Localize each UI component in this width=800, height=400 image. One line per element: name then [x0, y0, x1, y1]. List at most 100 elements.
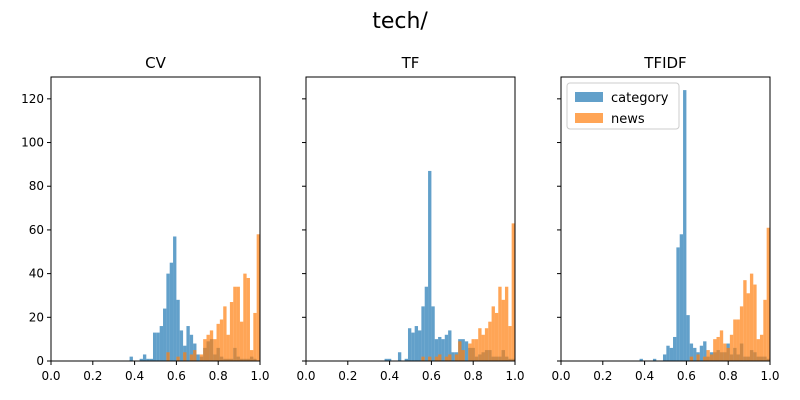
bar-news — [719, 330, 724, 361]
bar-news — [756, 339, 760, 361]
bar-category — [129, 356, 133, 361]
bar-news — [504, 286, 509, 361]
bar-category — [384, 358, 388, 361]
panel-title: CV — [145, 54, 166, 72]
bar-category — [461, 339, 465, 361]
bar-news — [454, 354, 459, 361]
bar-news — [223, 306, 227, 361]
bar-news — [253, 312, 257, 361]
bar-news — [236, 286, 240, 361]
bar-news — [458, 341, 462, 361]
bar-category — [464, 341, 469, 361]
bar-category — [169, 262, 174, 361]
bar-category — [196, 354, 200, 361]
bar-category — [444, 334, 449, 361]
bar-news — [189, 354, 194, 361]
bar-news — [766, 227, 770, 361]
legend-swatch-category — [575, 92, 603, 102]
bar-news — [474, 339, 479, 361]
legend: category news — [566, 82, 680, 130]
bar-news — [709, 354, 714, 361]
panel-tf: 0.0 0.2 0.4 0.6 0.8 1.0 TF — [296, 54, 524, 383]
y-tick-label: 40 — [29, 267, 44, 281]
bar-category — [142, 354, 147, 361]
y-tick-label: 0 — [36, 354, 44, 368]
y-tick-label: 80 — [29, 179, 44, 193]
bar-category — [639, 358, 643, 361]
bar-category — [689, 343, 694, 361]
legend-label-news: news — [611, 112, 645, 127]
bar-category — [159, 326, 164, 361]
bar-news — [508, 326, 512, 361]
bar-category — [404, 358, 408, 361]
x-tick-label: 0.4 — [635, 369, 654, 383]
bar-news — [468, 343, 472, 361]
bar-category — [679, 234, 684, 361]
bar-category — [152, 332, 157, 361]
bar-news — [421, 356, 425, 361]
x-tick-label: 0.8 — [719, 369, 738, 383]
bar-news — [216, 323, 220, 361]
bar-news — [481, 334, 485, 361]
bar-news — [729, 334, 734, 361]
x-tick-label: 1.0 — [760, 369, 779, 383]
bar-news — [703, 356, 707, 361]
bar-category — [139, 358, 143, 361]
axes-frame — [560, 76, 771, 362]
bar-category — [666, 345, 670, 361]
bar-category — [411, 332, 415, 361]
bar-news — [488, 321, 492, 361]
bar-news — [743, 280, 747, 361]
bar-news — [219, 319, 224, 361]
x-tick-label: 0.2 — [593, 369, 612, 383]
bar-news — [739, 306, 744, 361]
legend-label-category: category — [611, 91, 669, 106]
panel-tfidf: 0.0 0.2 0.4 0.6 0.8 1.0 TFIDF category news — [551, 54, 779, 383]
bar-news — [193, 350, 197, 361]
bar-news — [226, 334, 230, 361]
bar-category — [683, 90, 687, 362]
bar-news — [444, 356, 449, 361]
bar-category — [673, 336, 677, 361]
bar-news — [233, 286, 237, 361]
x-tick-label: 0.0 — [41, 369, 60, 383]
bar-category — [149, 358, 153, 361]
bar-category — [146, 358, 150, 361]
bar-news — [256, 234, 260, 361]
panel-cv: 0.0 0.2 0.4 0.6 0.8 1.0 0 20 40 60 80 100 120 CV — [21, 54, 269, 383]
x-tick-label: 0.2 — [338, 369, 357, 383]
bar-news — [243, 273, 247, 361]
bar-news — [696, 354, 700, 361]
legend-swatch-news — [575, 113, 603, 123]
bar-category — [693, 347, 697, 361]
y-tick-label: 60 — [29, 223, 44, 237]
bar-news — [498, 286, 502, 361]
panel-title: TF — [401, 54, 420, 72]
bar-category — [669, 347, 674, 361]
figure-suptitle: tech/ — [372, 9, 428, 34]
bar-news — [229, 302, 234, 361]
bar-category — [451, 352, 455, 361]
bar-news — [166, 352, 170, 361]
bar-news — [183, 352, 187, 361]
bar-news — [491, 306, 495, 361]
bar-category — [397, 352, 402, 361]
bar-news — [461, 350, 465, 361]
bar-category — [163, 308, 167, 361]
bar-category — [434, 339, 439, 361]
y-tick-label: 100 — [21, 136, 44, 150]
bar-news — [448, 354, 452, 361]
x-tick-label: 0.8 — [209, 369, 228, 383]
bar-news — [176, 356, 180, 361]
bar-news — [689, 356, 694, 361]
bar-category — [166, 273, 170, 361]
x-tick-label: 0.2 — [83, 369, 102, 383]
x-tick-label: 0.4 — [125, 369, 144, 383]
bar-news — [759, 334, 764, 361]
bar-news — [209, 330, 214, 361]
bar-category — [421, 306, 425, 361]
bar-news — [716, 336, 720, 361]
bar-category — [186, 326, 190, 361]
